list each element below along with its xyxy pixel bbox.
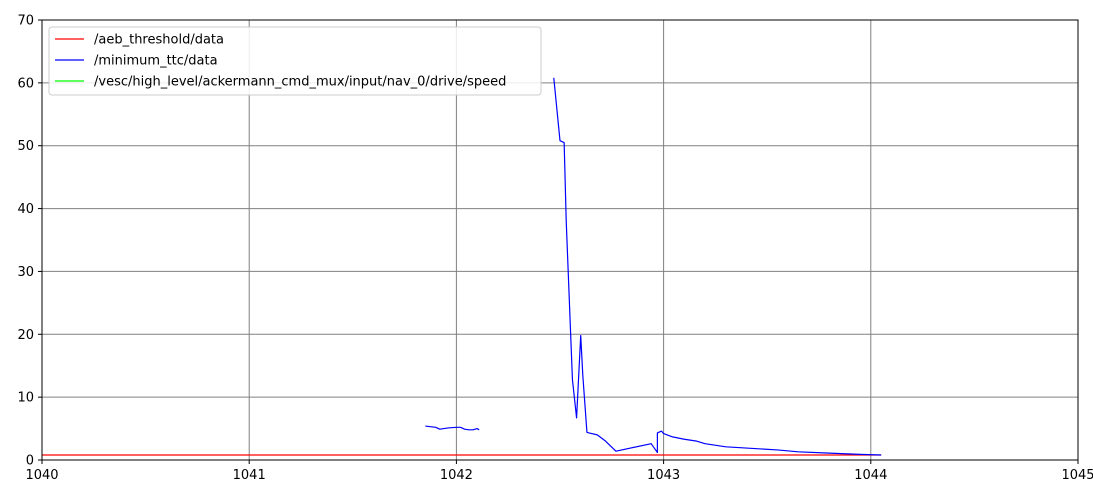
x-axis: 1040 1041 1042 1043 1044 1045 [25, 460, 1093, 483]
y-tick-label: 50 [17, 139, 34, 154]
y-tick-label: 70 [17, 14, 34, 29]
legend-label-2: /vesc/high_level/ackermann_cmd_mux/input… [94, 75, 506, 90]
legend-label-0: /aeb_threshold/data [94, 33, 224, 48]
x-tick-label: 1040 [25, 468, 58, 483]
legend-label-1: /minimum_ttc/data [94, 54, 218, 69]
y-tick-label: 60 [17, 76, 34, 91]
series-layer [42, 77, 882, 456]
y-tick-label: 10 [17, 391, 34, 406]
legend-box [48, 26, 542, 96]
y-tick-label: 30 [17, 265, 34, 280]
x-tick-label: 1044 [854, 468, 887, 483]
series-line-1 [425, 425, 480, 431]
y-axis: 0 10 20 30 40 50 60 70 [17, 14, 42, 469]
plot-frame [41, 19, 1079, 461]
x-tick-label: 1041 [233, 468, 266, 483]
series-line-1 [553, 77, 882, 456]
x-tick-label: 1045 [1061, 468, 1093, 483]
y-tick-label: 20 [17, 328, 34, 343]
y-tick-label: 40 [17, 202, 34, 217]
y-tick-label: 0 [26, 454, 34, 469]
x-tick-label: 1042 [440, 468, 473, 483]
legend: /aeb_threshold/data/minimum_ttc/data/ves… [48, 26, 542, 96]
x-tick-label: 1043 [647, 468, 680, 483]
